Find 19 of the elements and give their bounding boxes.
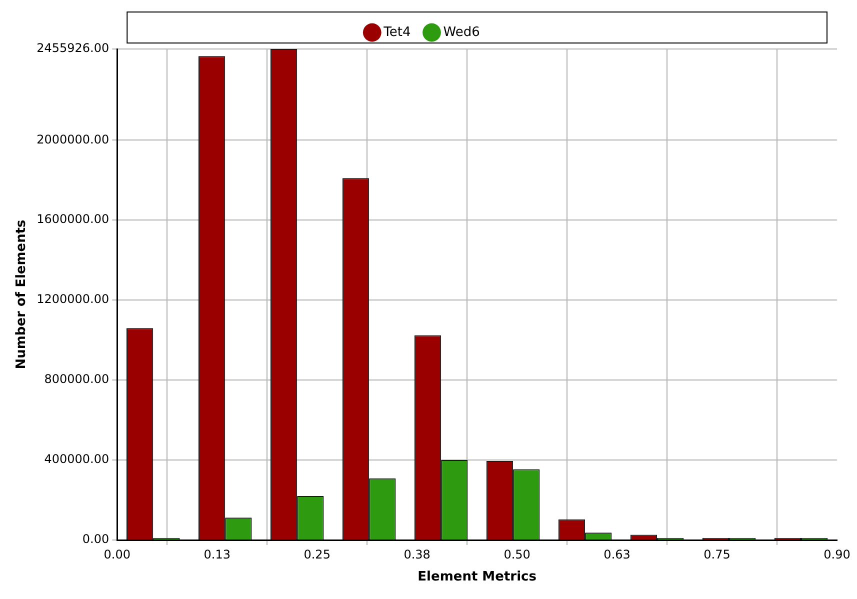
y-tick-label: 2455926.00	[36, 41, 110, 56]
x-tick-label: 0.63	[604, 547, 630, 562]
x-tick-label: 0.00	[104, 547, 130, 562]
x-tick-label: 0.90	[824, 547, 850, 562]
x-tick-label: 0.13	[204, 547, 230, 562]
legend-label: Tet4	[382, 24, 411, 40]
x-tick-label: 0.75	[704, 547, 730, 562]
y-tick-label: 1200000.00	[36, 292, 110, 306]
y-tick-label: 1600000.00	[36, 212, 110, 226]
legend-label: Wed6	[443, 24, 480, 40]
x-tick-label: 0.38	[404, 547, 430, 562]
y-tick-label: 800000.00	[44, 372, 110, 386]
y-tick-label: 0.00	[82, 532, 110, 546]
x-tick-label: 0.25	[304, 547, 330, 562]
y-tick-label: 2000000.00	[36, 132, 110, 146]
x-axis-title: Element Metrics	[418, 570, 537, 585]
y-tick-label: 400000.00	[44, 452, 110, 466]
x-tick-label: 0.50	[504, 547, 530, 562]
y-axis-title: Number of Elements	[14, 219, 30, 370]
